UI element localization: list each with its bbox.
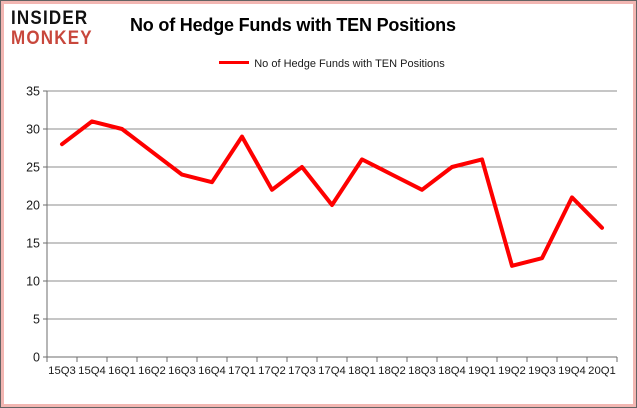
x-axis-tick-label: 17Q1 (228, 365, 256, 377)
x-axis-tick-label: 19Q4 (558, 365, 586, 377)
legend-label: No of Hedge Funds with TEN Positions (254, 57, 445, 70)
x-axis-tick-label: 15Q4 (78, 365, 106, 377)
chart-title: No of Hedge Funds with TEN Positions (130, 15, 456, 35)
x-axis-tick-label: 17Q4 (318, 365, 346, 377)
x-axis-tick-label: 19Q1 (468, 365, 496, 377)
x-axis-tick-label: 16Q4 (198, 365, 226, 377)
x-axis-tick-label: 17Q2 (258, 365, 286, 377)
y-axis-tick-label: 20 (26, 199, 40, 213)
y-axis-tick-label: 5 (33, 313, 40, 327)
y-axis-tick-label: 15 (26, 237, 40, 251)
x-axis-tick-label: 19Q2 (498, 365, 526, 377)
x-axis-tick-label: 18Q3 (408, 365, 436, 377)
x-axis-tick-label: 18Q2 (378, 365, 406, 377)
y-axis-tick-label: 30 (26, 123, 40, 137)
logo-line-monkey: MONKEY (11, 26, 93, 49)
x-axis-tick-label: 16Q3 (168, 365, 196, 377)
x-axis-tick-label: 15Q3 (48, 365, 76, 377)
x-axis-tick-label: 20Q1 (588, 365, 616, 377)
y-axis-tick-label: 35 (26, 85, 40, 99)
y-axis-tick-label: 25 (26, 161, 40, 175)
y-axis-tick-label: 10 (26, 275, 40, 289)
x-axis-tick-label: 18Q1 (348, 365, 376, 377)
x-axis-tick-label: 17Q3 (288, 365, 316, 377)
x-axis-tick-label: 16Q1 (108, 365, 136, 377)
y-axis-tick-label: 0 (33, 351, 40, 365)
insider-monkey-logo: INSIDER MONKEY (11, 6, 93, 49)
x-axis-tick-label: 16Q2 (138, 365, 166, 377)
x-axis-tick-label: 19Q3 (528, 365, 556, 377)
x-axis-tick-label: 18Q4 (438, 365, 466, 377)
series-line (60, 119, 604, 268)
legend: No of Hedge Funds with TEN Positions (47, 55, 617, 73)
chart-panel: INSIDER MONKEY No of Hedge Funds with TE… (4, 4, 633, 404)
logo-line-insider: INSIDER (11, 6, 89, 29)
legend-line-swatch (219, 61, 250, 65)
